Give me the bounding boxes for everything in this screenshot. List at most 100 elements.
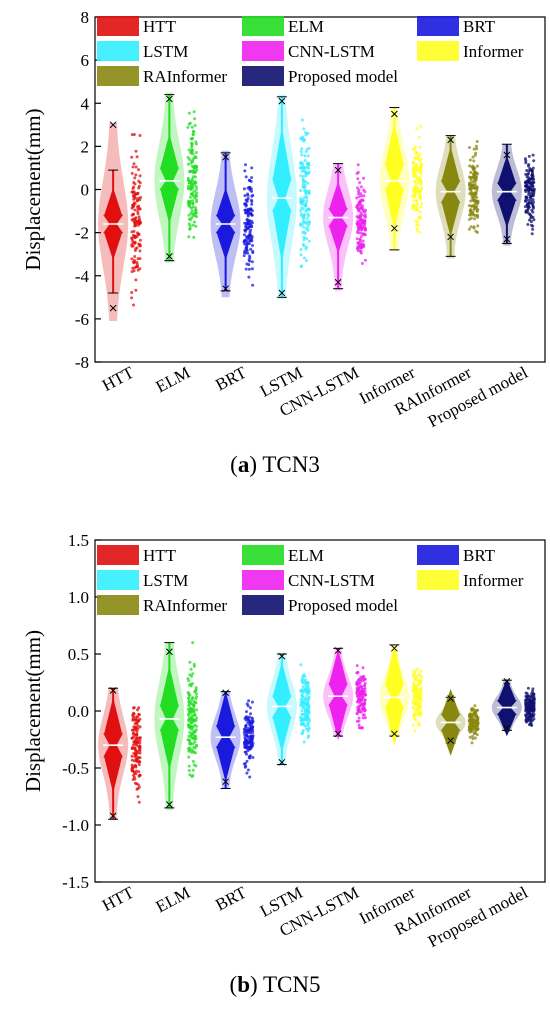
- legend-item-htt: HTT: [97, 16, 177, 36]
- data-point: [187, 148, 191, 152]
- data-point: [358, 237, 362, 241]
- data-point: [138, 267, 142, 271]
- data-point: [304, 678, 308, 682]
- data-point: [194, 194, 198, 198]
- points-informer: [411, 124, 424, 234]
- data-point: [187, 222, 191, 226]
- data-point: [187, 712, 191, 716]
- data-point: [470, 210, 474, 214]
- data-point: [303, 159, 307, 162]
- data-point: [187, 704, 191, 708]
- data-point: [136, 736, 140, 740]
- data-point: [355, 712, 359, 716]
- data-point: [188, 169, 192, 173]
- data-point: [307, 726, 311, 730]
- data-point: [247, 275, 251, 279]
- data-point: [189, 211, 193, 215]
- data-point: [413, 185, 417, 189]
- data-point: [356, 177, 360, 181]
- data-point: [359, 249, 363, 253]
- data-point: [360, 227, 364, 231]
- data-point: [417, 154, 421, 158]
- data-point: [137, 770, 141, 774]
- data-point: [191, 177, 194, 181]
- data-point: [414, 152, 418, 156]
- data-point: [194, 718, 198, 722]
- data-point: [133, 176, 137, 180]
- data-point: [304, 681, 307, 685]
- points-brt: [242, 699, 255, 779]
- data-point: [195, 708, 199, 712]
- data-point: [193, 155, 197, 159]
- cross-high: [166, 95, 173, 103]
- data-point: [363, 221, 367, 225]
- data-point: [132, 133, 136, 136]
- data-point: [416, 186, 419, 190]
- data-point: [524, 720, 528, 724]
- data-point: [248, 256, 252, 260]
- data-point: [299, 161, 302, 165]
- data-point: [302, 186, 306, 190]
- data-point: [468, 181, 471, 185]
- box-bottom-lstm: [272, 211, 291, 263]
- data-point: [472, 726, 476, 730]
- data-point: [532, 187, 536, 191]
- data-point: [191, 205, 195, 209]
- data-point: [356, 219, 360, 223]
- data-point: [134, 744, 138, 747]
- data-point: [524, 210, 528, 213]
- data-point: [187, 111, 191, 115]
- data-point: [474, 175, 478, 179]
- data-point: [524, 197, 528, 201]
- data-point: [300, 147, 304, 151]
- data-point: [414, 219, 418, 223]
- data-point: [187, 719, 191, 723]
- data-point: [133, 755, 137, 759]
- data-point: [134, 288, 138, 292]
- data-point: [413, 677, 417, 681]
- data-point: [471, 734, 475, 738]
- data-point: [472, 213, 476, 217]
- data-point: [194, 751, 197, 755]
- cross-low: [391, 730, 398, 738]
- data-point: [530, 709, 534, 713]
- y-axis-label: Displacement(mm): [21, 630, 45, 792]
- data-point: [131, 718, 135, 722]
- series-cnn-lstm: [323, 647, 368, 740]
- data-point: [475, 147, 479, 151]
- data-point: [191, 682, 194, 686]
- data-point: [193, 117, 197, 121]
- data-point: [136, 787, 140, 791]
- data-point: [362, 679, 365, 683]
- data-point: [418, 722, 421, 726]
- data-point: [356, 225, 360, 229]
- y-axis-label: Displacement(mm): [21, 108, 45, 270]
- series-elm: [154, 641, 199, 811]
- data-point: [467, 227, 471, 231]
- data-point: [132, 162, 136, 166]
- data-point: [357, 209, 360, 212]
- data-point: [359, 206, 363, 210]
- data-point: [475, 207, 479, 211]
- data-point: [532, 693, 536, 697]
- data-point: [469, 216, 473, 220]
- data-point: [414, 180, 417, 184]
- data-point: [473, 712, 477, 716]
- data-point: [526, 686, 530, 690]
- data-point: [363, 687, 367, 690]
- series-lstm: [266, 652, 311, 766]
- data-point: [473, 193, 477, 197]
- box-top-proposed-model: [497, 678, 516, 701]
- box-bottom-rainformer: [441, 730, 460, 756]
- data-point: [526, 173, 530, 176]
- data-point: [299, 212, 303, 216]
- data-point: [531, 153, 535, 157]
- data-point: [415, 127, 419, 131]
- data-point: [193, 713, 197, 717]
- y-tick-label: -2: [75, 224, 89, 243]
- data-point: [192, 704, 196, 708]
- data-point: [186, 691, 190, 694]
- data-point: [304, 131, 308, 135]
- data-point: [194, 206, 198, 210]
